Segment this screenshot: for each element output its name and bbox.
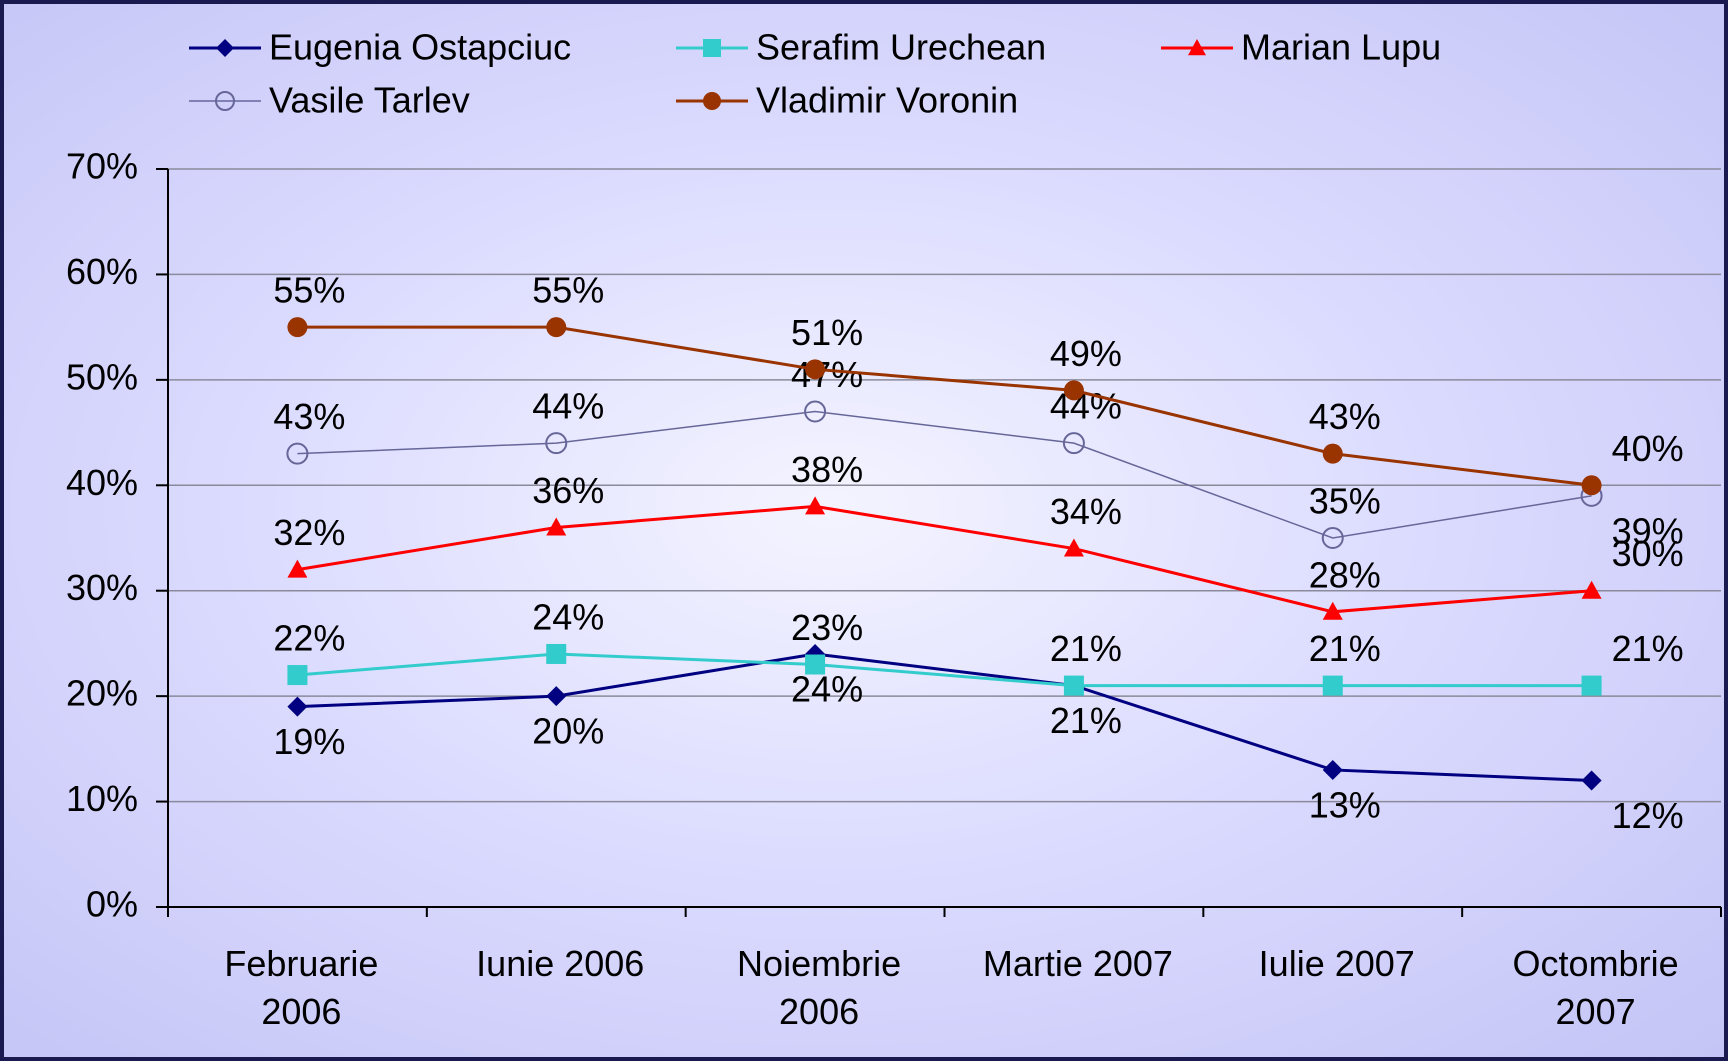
- data-label: 24%: [791, 668, 863, 709]
- marker: [703, 92, 721, 110]
- marker: [804, 400, 827, 423]
- marker: [703, 39, 721, 57]
- x-tick-label: Februarie 2006: [224, 943, 379, 1032]
- marker: [1581, 770, 1602, 791]
- y-tick-label: 10%: [66, 778, 138, 819]
- y-tick-label: 30%: [66, 567, 138, 608]
- marker: [1188, 39, 1206, 56]
- marker: [1321, 527, 1344, 549]
- data-label: 44%: [1050, 386, 1122, 427]
- marker: [546, 317, 567, 338]
- data-label: 23%: [791, 607, 863, 648]
- data-label: 43%: [273, 396, 345, 437]
- legend-label: Eugenia Ostapciuc: [269, 27, 571, 68]
- marker: [1063, 380, 1084, 401]
- x-tick-label: Octombrie 2007: [1512, 943, 1679, 1032]
- data-label: 19%: [273, 721, 345, 762]
- marker: [287, 665, 308, 686]
- marker: [286, 442, 309, 465]
- data-label: 13%: [1309, 784, 1381, 825]
- marker: [805, 496, 826, 515]
- data-label: 51%: [791, 312, 863, 353]
- x-tick-label: Iunie 2006: [476, 943, 645, 984]
- series-line: [297, 410, 1592, 539]
- marker: [546, 686, 567, 707]
- legend-label: Marian Lupu: [1241, 27, 1441, 68]
- marker: [216, 39, 234, 57]
- marker: [215, 91, 235, 111]
- legend-label: Vladimir Voronin: [756, 80, 1018, 121]
- data-label: 55%: [273, 270, 345, 311]
- data-label: 30%: [1612, 533, 1684, 574]
- series-line: [297, 652, 1592, 782]
- marker: [545, 432, 568, 455]
- data-label: 55%: [532, 270, 604, 311]
- data-label: 47%: [791, 354, 863, 395]
- y-tick-label: 70%: [66, 146, 138, 187]
- marker: [287, 696, 308, 717]
- series-line: [297, 504, 1592, 614]
- data-label: 20%: [532, 711, 604, 752]
- data-label: 38%: [791, 449, 863, 490]
- data-label: 43%: [1309, 396, 1381, 437]
- data-label: 36%: [532, 470, 604, 511]
- data-label: 49%: [1050, 333, 1122, 374]
- data-label: 21%: [1612, 628, 1684, 669]
- data-label: 32%: [273, 512, 345, 553]
- y-tick-label: 0%: [86, 884, 138, 925]
- x-tick-label: Iulie 2007: [1258, 943, 1415, 984]
- marker: [805, 654, 826, 675]
- marker: [1322, 759, 1343, 780]
- series-line: [297, 325, 1592, 487]
- x-tick-label: Martie 2007: [982, 943, 1173, 984]
- marker: [1063, 538, 1084, 557]
- series-line: [297, 652, 1592, 688]
- data-label: 22%: [273, 618, 345, 659]
- data-label: 40%: [1612, 428, 1684, 469]
- data-label: 28%: [1309, 554, 1381, 595]
- data-label: 44%: [532, 386, 604, 427]
- y-tick-label: 50%: [66, 356, 138, 397]
- data-label: 35%: [1309, 481, 1381, 522]
- data-label: 34%: [1050, 491, 1122, 532]
- marker: [287, 559, 308, 578]
- y-tick-label: 60%: [66, 251, 138, 292]
- data-label: 21%: [1309, 628, 1381, 669]
- marker: [805, 359, 826, 380]
- data-label: 24%: [532, 596, 604, 637]
- marker: [1581, 580, 1602, 599]
- marker: [1063, 675, 1084, 696]
- marker: [1062, 432, 1085, 455]
- data-label: 39%: [1612, 510, 1684, 551]
- marker: [546, 643, 567, 664]
- data-label: 21%: [1050, 628, 1122, 669]
- marker: [1322, 443, 1343, 464]
- marker: [287, 317, 308, 338]
- marker: [1581, 475, 1602, 496]
- legend-label: Serafim Urechean: [756, 27, 1046, 68]
- marker: [1322, 675, 1343, 696]
- legend-label: Vasile Tarlev: [269, 80, 470, 121]
- data-label: 21%: [1050, 700, 1122, 741]
- marker: [1322, 601, 1343, 620]
- x-tick-label: Noiembrie 2006: [737, 943, 902, 1032]
- y-tick-label: 20%: [66, 673, 138, 714]
- y-tick-label: 40%: [66, 462, 138, 503]
- marker: [1581, 675, 1602, 696]
- data-label: 12%: [1612, 795, 1684, 836]
- chart: 0% 10% 20% 30% 40% 50% 60% 70% 19% 20% 24% 21% 13% 12…: [66, 27, 1722, 925]
- marker: [546, 517, 567, 536]
